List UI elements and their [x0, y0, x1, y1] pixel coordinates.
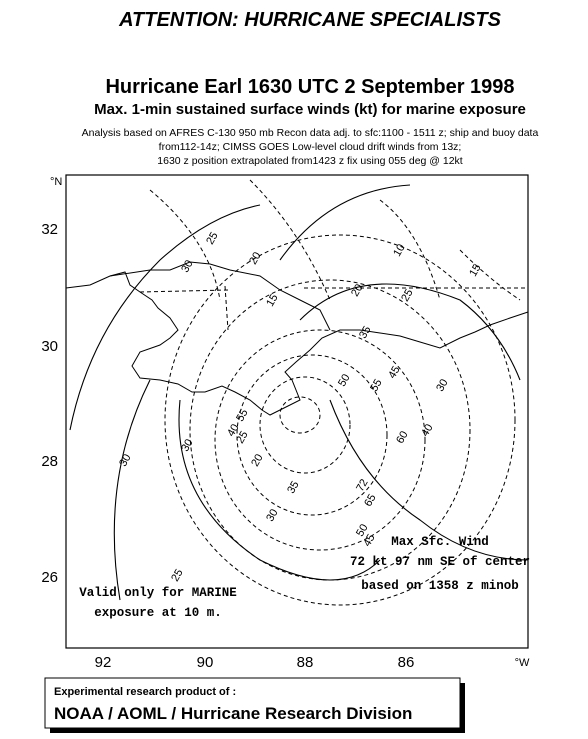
contour-label: 55: [234, 407, 251, 424]
lon-label: 88: [297, 654, 314, 671]
lat-label: 28: [41, 453, 58, 470]
lon-label: 90: [197, 654, 214, 671]
contour-label: 15: [467, 262, 484, 279]
footer-text: Experimental research product of :: [54, 686, 236, 698]
contour-label: 35: [357, 324, 374, 341]
contour-label: 65: [362, 492, 379, 509]
contour-label: 25: [234, 429, 251, 446]
note: 1630 z position extrapolated from1423 z …: [157, 155, 463, 167]
contour-label: 30: [264, 507, 281, 524]
lon-unit: °W: [515, 657, 530, 669]
lon-label: 92: [95, 654, 112, 671]
footer: Experimental research product of : NOAA …: [44, 677, 465, 733]
contour-label: 10: [391, 242, 408, 259]
contour-label: 25: [204, 230, 221, 247]
annotation: exposure at 10 m.: [94, 606, 222, 620]
banner: ATTENTION: HURRICANE SPECIALISTS: [118, 9, 502, 31]
solid-isotachs: [69, 184, 529, 601]
note: from112-14z; CIMSS GOES Low-level cloud …: [159, 141, 462, 153]
contour-label: 30: [179, 437, 196, 454]
annotation: based on 1358 z minob: [361, 579, 519, 593]
lat-label: 30: [41, 338, 58, 355]
contour-label: 35: [285, 479, 302, 496]
lon-label: 86: [398, 654, 415, 671]
contour-label: 40: [419, 422, 436, 439]
contour-label: 25: [169, 567, 186, 584]
contour-label: 20: [349, 282, 366, 299]
contour-label: 60: [394, 429, 411, 446]
lat-unit: °N: [50, 176, 62, 188]
lat-label: 32: [41, 221, 58, 238]
contour-label: 25: [399, 287, 416, 304]
contour-label: 50: [354, 522, 371, 539]
contour-label: 20: [247, 250, 264, 267]
contour-label: 45: [386, 364, 403, 381]
footer-text: NOAA / AOML / Hurricane Research Divisio…: [54, 704, 412, 723]
contour-label: 50: [336, 372, 353, 389]
contour-label: 15: [264, 292, 281, 309]
footer-box: [44, 677, 461, 729]
contour-label: 40: [225, 422, 242, 439]
note: Analysis based on AFRES C-130 950 mb Rec…: [82, 127, 539, 139]
map-frame: [65, 174, 529, 649]
subtitle: Max. 1-min sustained surface winds (kt) …: [94, 101, 526, 118]
annotation: Valid only for MARINE: [79, 586, 237, 600]
contour-label: 55: [368, 377, 385, 394]
annotation: Max Sfc. Wind: [391, 535, 489, 549]
contour-label: 45: [361, 532, 378, 549]
contour-label: 72: [354, 477, 371, 494]
contour-label: 30: [117, 452, 134, 469]
lat-label: 26: [41, 569, 58, 586]
contour-label: 30: [179, 258, 196, 275]
title: Hurricane Earl 1630 UTC 2 September 1998: [105, 76, 514, 98]
annotation: 72 kt 97 nm SE of center: [350, 555, 530, 569]
contour-label: 20: [249, 452, 266, 469]
contour-label: 30: [434, 377, 451, 394]
coastline: [65, 261, 529, 416]
